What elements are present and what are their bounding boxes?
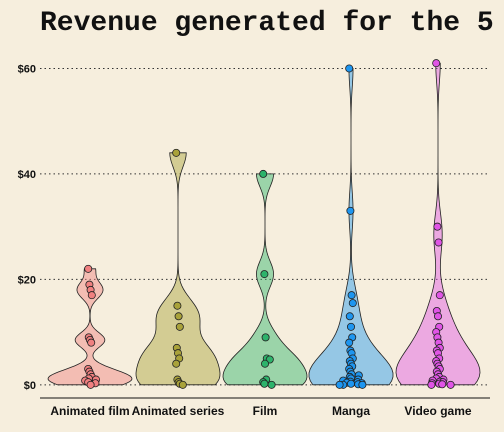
data-point <box>174 312 183 321</box>
data-point <box>438 380 447 389</box>
data-point <box>345 312 354 321</box>
data-point <box>172 359 181 368</box>
data-point <box>267 380 276 389</box>
chart-title: Revenue generated for the 5 <box>40 8 494 39</box>
points <box>81 59 455 389</box>
data-point <box>260 359 269 368</box>
x-axis-ticks: Animated film Animated series Film Manga Vid… <box>50 404 472 418</box>
data-point <box>178 380 187 389</box>
data-point <box>346 206 355 215</box>
y-tick-label: $0 <box>24 380 36 392</box>
data-point <box>87 291 96 300</box>
data-point <box>260 379 269 388</box>
data-point <box>346 322 355 331</box>
y-tick-label: $60 <box>18 63 36 75</box>
data-point <box>435 291 444 300</box>
data-point <box>345 338 354 347</box>
data-point <box>259 169 268 178</box>
data-point <box>175 322 184 331</box>
x-tick-label: Animated series <box>132 404 225 418</box>
x-tick-label: Film <box>253 404 278 418</box>
data-point <box>86 380 95 389</box>
y-tick-label: $40 <box>18 169 36 181</box>
data-point <box>335 380 344 389</box>
data-point <box>348 299 357 308</box>
data-point <box>346 379 355 388</box>
violin-shape <box>135 152 221 386</box>
data-point <box>433 312 442 321</box>
data-point <box>345 64 354 73</box>
data-point <box>347 291 356 300</box>
x-tick-label: Manga <box>332 404 370 418</box>
data-point <box>358 380 367 389</box>
data-point <box>87 338 96 347</box>
data-point <box>260 270 269 279</box>
data-point <box>446 380 455 389</box>
data-point <box>261 333 270 342</box>
data-point <box>173 301 182 310</box>
x-tick-label: Video game <box>404 404 471 418</box>
violin-shape <box>222 173 308 386</box>
data-point <box>172 148 181 157</box>
data-point <box>434 238 443 247</box>
y-tick-label: $20 <box>18 274 36 286</box>
x-tick-label: Animated film <box>50 404 129 418</box>
data-point <box>433 222 442 231</box>
data-point <box>432 59 441 68</box>
y-axis-ticks: $0 $20 $40 $60 <box>18 63 36 391</box>
data-point <box>84 264 93 273</box>
data-point <box>427 380 436 389</box>
